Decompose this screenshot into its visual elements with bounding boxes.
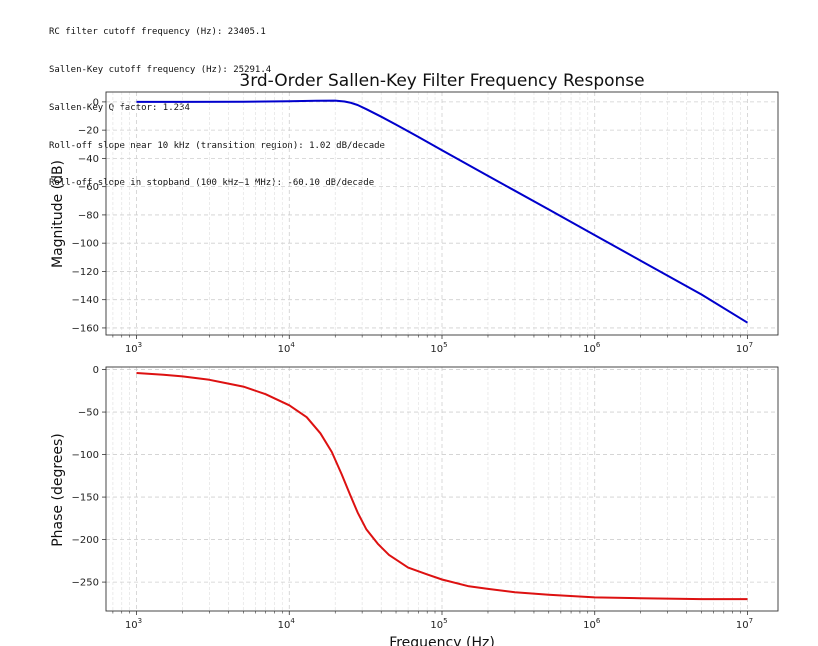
- console-line: Roll-off slope near 10 kHz (transition r…: [49, 140, 385, 151]
- y-tick-label: −80: [78, 210, 99, 221]
- console-line: Sallen-Key Q factor: 1.234: [49, 102, 190, 113]
- series-line: [136, 99, 749, 324]
- y-tick-label: −100: [72, 450, 99, 461]
- x-tick-label: 104: [278, 341, 296, 355]
- x-tick-label: 107: [736, 341, 753, 355]
- console-line: Roll-off slope in stopband (100 kHz–1 MH…: [49, 178, 375, 189]
- magnitude-y-axis-label: Magnitude (dB): [50, 160, 66, 268]
- y-tick-label: −250: [72, 578, 99, 589]
- y-tick-label: −100: [72, 239, 99, 250]
- phase-y-axis-label: Phase (degrees): [50, 433, 66, 547]
- y-tick-label: 0: [93, 97, 99, 108]
- x-tick-label: 107: [736, 617, 753, 631]
- x-axis-label: Frequency (Hz): [389, 635, 495, 646]
- x-tick-label: 105: [430, 341, 447, 355]
- plot-frame: [105, 91, 779, 336]
- plot-frame: [105, 366, 779, 612]
- console-line: Sallen-Key cutoff frequency (Hz): 25291.…: [49, 64, 272, 75]
- y-tick-label: −140: [72, 295, 99, 306]
- x-tick-label: 103: [125, 617, 142, 631]
- y-tick-label: −50: [78, 408, 99, 419]
- y-tick-label: −200: [72, 535, 99, 546]
- console-line: RC filter cutoff frequency (Hz): 23405.1: [49, 27, 266, 38]
- x-tick-label: 104: [278, 617, 296, 631]
- y-tick-label: −150: [72, 493, 99, 504]
- y-tick-label: −160: [72, 323, 99, 334]
- x-tick-label: 103: [125, 341, 142, 355]
- x-tick-label: 106: [583, 341, 601, 355]
- console-output: RC filter cutoff frequency (Hz): 23405.1…: [49, 1, 385, 203]
- y-tick-label: −60: [78, 182, 99, 193]
- chart-title: 3rd-Order Sallen-Key Filter Frequency Re…: [239, 71, 644, 91]
- magnitude-panel: 103 104 105 106 107 0 −20 −40 −60 −80 −100 −120 −140…: [72, 91, 779, 355]
- x-tick-label: 106: [583, 617, 601, 631]
- x-tick-label: 105: [430, 617, 447, 631]
- series-line: [136, 372, 748, 601]
- y-tick-label: −120: [72, 267, 99, 278]
- y-tick-label: −20: [78, 126, 99, 137]
- y-tick-label: −40: [78, 154, 99, 165]
- phase-panel: 103 104 105 106 107 0 −50 −100 −150 −200 −250: [72, 365, 779, 631]
- y-tick-label: 0: [93, 365, 99, 376]
